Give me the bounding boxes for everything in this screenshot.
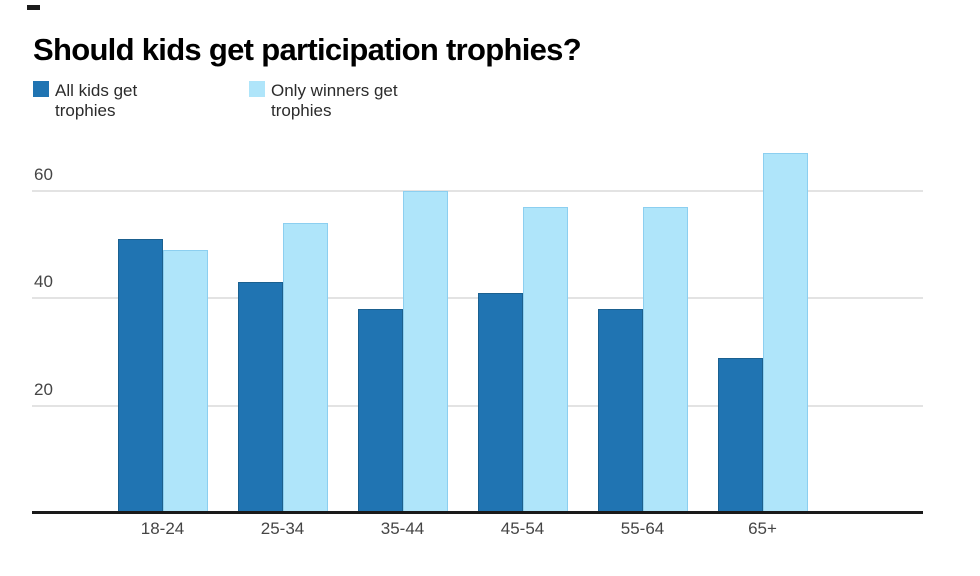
bar-only-winners-get-trophies — [762, 152, 808, 512]
bar-only-winners-get-trophies — [522, 206, 568, 512]
legend-swatch — [33, 81, 49, 97]
bar-only-winners-get-trophies — [162, 249, 208, 512]
x-axis-label: 35-44 — [380, 519, 425, 538]
y-tick-label: 60 — [34, 164, 53, 184]
bar-only-winners-get-trophies — [402, 190, 448, 512]
bar-only-winners-get-trophies — [642, 206, 688, 512]
y-tick-label: 40 — [34, 272, 53, 292]
bar-only-winners-get-trophies — [282, 222, 328, 512]
x-axis-label: 55-64 — [620, 519, 665, 538]
crop-mark — [27, 5, 40, 10]
bar-all-kids-get-trophies — [717, 357, 763, 512]
legend-label: Only winners get trophies — [271, 81, 398, 120]
chart-title: Should kids get participation trophies? — [33, 32, 582, 67]
bar-all-kids-get-trophies — [237, 282, 283, 512]
x-axis-label: 25-34 — [260, 519, 305, 538]
x-axis-label: 18-24 — [140, 519, 185, 538]
legend-swatch — [249, 81, 265, 97]
x-axis-line — [32, 511, 923, 514]
legend-label: All kids get trophies — [55, 81, 138, 120]
bar-all-kids-get-trophies — [477, 293, 523, 512]
bar-all-kids-get-trophies — [357, 309, 403, 512]
bar-all-kids-get-trophies — [117, 239, 163, 512]
x-axis-label: 65+ — [748, 519, 777, 538]
x-axis-label: 45-54 — [500, 519, 545, 538]
gridline — [32, 189, 923, 192]
y-tick-label: 20 — [34, 380, 53, 400]
bar-all-kids-get-trophies — [597, 309, 643, 512]
